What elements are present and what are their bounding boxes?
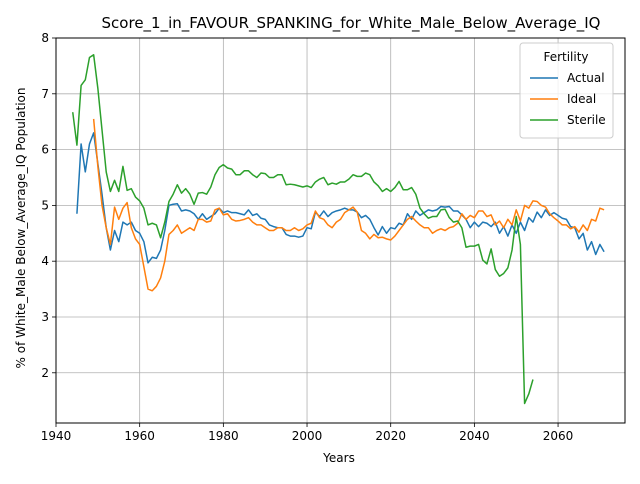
y-tick-label: 5 <box>41 198 49 212</box>
x-tick-label: 2040 <box>459 429 490 443</box>
x-axis-label: Years <box>322 451 355 465</box>
x-tick-label: 2020 <box>375 429 406 443</box>
legend-title: Fertility <box>543 50 588 64</box>
x-tick-label: 1960 <box>124 429 155 443</box>
y-tick-label: 7 <box>41 87 49 101</box>
legend-label-ideal: Ideal <box>567 92 596 106</box>
y-axis-label: % of White_Male Below_Average_IQ Populat… <box>14 88 28 369</box>
x-tick-label: 1980 <box>208 429 239 443</box>
x-tick-label: 1940 <box>41 429 72 443</box>
legend-box <box>519 42 614 139</box>
y-tick-label: 8 <box>41 31 49 45</box>
chart-title: Score_1_in_FAVOUR_SPANKING_for_White_Mal… <box>102 14 601 33</box>
plot-frame <box>55 37 626 424</box>
series-line-actual <box>76 132 605 264</box>
series-line-sterile <box>71 53 534 405</box>
y-tick-label: 2 <box>41 366 49 380</box>
series-line-ideal <box>92 118 605 292</box>
legend: Fertility Actual Ideal Sterile <box>519 42 614 139</box>
x-tick-label: 2000 <box>292 429 323 443</box>
y-tick-label: 6 <box>41 143 49 157</box>
y-tick-label: 3 <box>41 310 49 324</box>
axis-ticks: 1940 1960 1980 2000 2020 2040 2060 2 3 4 5 6 7 8 <box>41 31 574 443</box>
series-lines <box>71 53 605 405</box>
y-tick-label: 4 <box>41 254 49 268</box>
legend-label-sterile: Sterile <box>567 113 606 127</box>
x-tick-label: 2060 <box>543 429 574 443</box>
legend-label-actual: Actual <box>567 71 605 85</box>
